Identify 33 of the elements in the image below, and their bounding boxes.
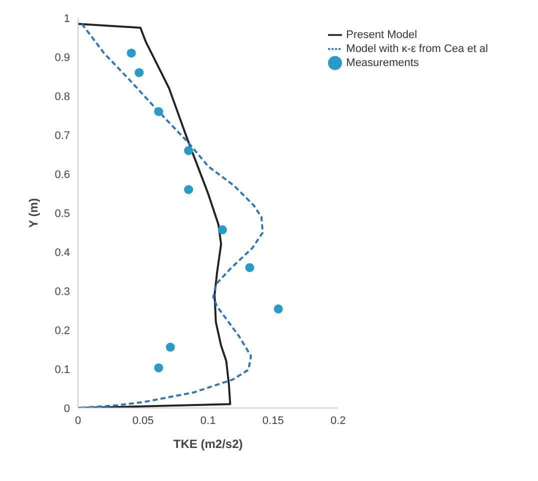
point	[154, 107, 164, 116]
y-axis-title: Y (m)	[26, 198, 40, 228]
point	[184, 185, 194, 194]
point	[154, 363, 164, 372]
point	[274, 304, 283, 314]
legend-label: Model with κ-ε from Cea et al	[346, 42, 488, 55]
point	[166, 342, 175, 352]
x-tick-label: 0.2	[330, 414, 346, 427]
y-tick-label: 0.7	[54, 130, 70, 142]
y-tick-label: 1	[64, 12, 70, 25]
y-tick-label: 0.6	[54, 168, 70, 181]
y-tick-label: 0	[64, 402, 70, 415]
x-tick-label: 0.15	[262, 414, 284, 427]
y-tick-label: 0.2	[54, 324, 70, 337]
x-tick-label: 0.1	[200, 414, 216, 427]
x-tick-label: 0.05	[132, 414, 154, 427]
point	[245, 263, 254, 272]
y-tick-label: 0.8	[54, 90, 70, 103]
point	[218, 225, 227, 234]
legend-label: Present Model	[346, 28, 418, 41]
x-tick-label: 0	[74, 414, 82, 427]
y-tick-label: 0.3	[54, 286, 70, 298]
y-tick-label: 0.1	[54, 364, 70, 376]
point	[184, 146, 194, 156]
y-tick-label: 0.9	[54, 52, 70, 64]
line-series	[78, 22, 232, 408]
x-axis-title: TKE (m2/s2)	[173, 437, 243, 451]
line-series	[78, 22, 264, 408]
point	[126, 48, 136, 58]
y-tick-label: 0.4	[54, 246, 70, 259]
legend-label: Measurements	[346, 56, 419, 69]
y-tick-label: 0.5	[54, 208, 70, 220]
point	[134, 68, 144, 78]
